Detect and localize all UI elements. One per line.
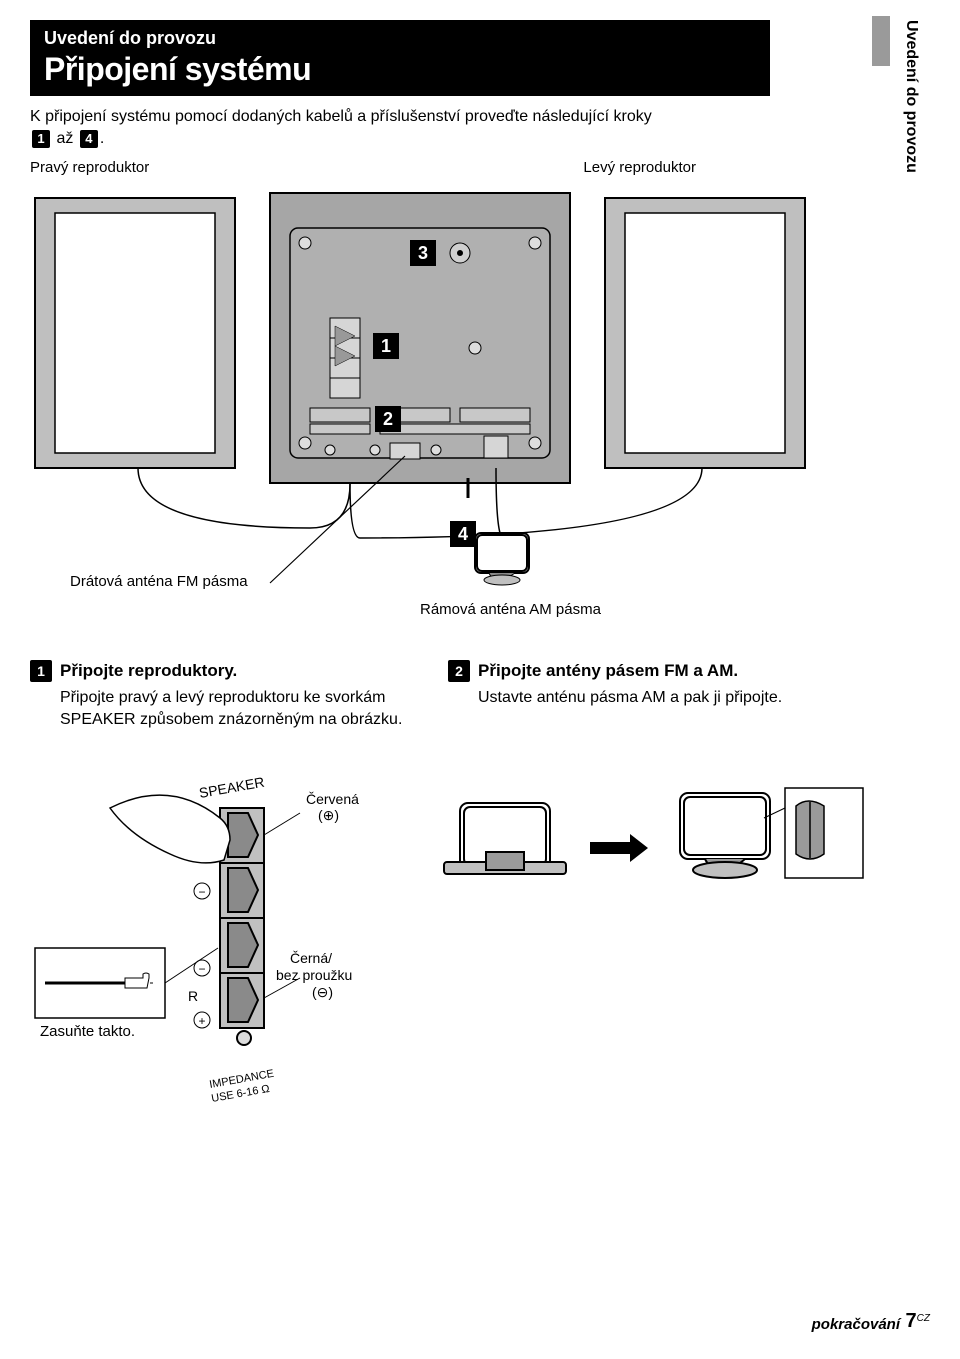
svg-text:4: 4 <box>458 524 468 544</box>
continuation-label: pokračování <box>812 1316 900 1333</box>
section-main-title: Připojení systému <box>44 51 756 88</box>
right-speaker-label: Pravý reproduktor <box>30 159 149 176</box>
intro-to: až <box>56 130 73 147</box>
svg-text:R: R <box>188 988 198 1004</box>
page-suffix: CZ <box>917 1313 930 1324</box>
step-1-body: Připojte pravý a levý reproduktoru ke sv… <box>60 687 412 730</box>
page-number-value: 7 <box>906 1310 917 1332</box>
detail-illustrations: SPEAKER − − R + <box>30 758 850 1178</box>
intro-step-from: 1 <box>32 130 50 148</box>
svg-text:Zasuňte takto.: Zasuňte takto. <box>40 1023 135 1040</box>
step-2-body: Ustavte anténu pásma AM a pak ji připojt… <box>478 687 830 709</box>
step-1-num: 1 <box>30 660 52 682</box>
step-1: 1 Připojte reproduktory. Připojte pravý … <box>30 660 412 730</box>
intro-period: . <box>100 130 104 147</box>
svg-text:Drátová anténa FM pásma: Drátová anténa FM pásma <box>70 573 248 590</box>
page-number: 7CZ <box>906 1310 930 1333</box>
svg-text:bez proužku: bez proužku <box>276 967 352 983</box>
intro-line1: K připojení systému pomocí dodaných kabe… <box>30 108 652 125</box>
side-tab-marker <box>872 16 890 66</box>
step-1-title: Připojte reproduktory. <box>60 660 237 683</box>
steps-columns: 1 Připojte reproduktory. Připojte pravý … <box>30 660 830 730</box>
intro-text: K připojení systému pomocí dodaných kabe… <box>30 106 770 149</box>
svg-text:−: − <box>198 885 205 899</box>
speaker-labels-row: Pravý reproduktor Levý reproduktor <box>30 159 770 176</box>
intro-step-to: 4 <box>80 130 98 148</box>
step-2-title: Připojte antény pásem FM a AM. <box>478 660 738 683</box>
svg-text:SPEAKER: SPEAKER <box>198 774 266 801</box>
section-header: Uvedení do provozu Připojení systému <box>30 20 770 96</box>
section-small-title: Uvedení do provozu <box>44 28 756 49</box>
connection-diagram: 3 1 2 <box>30 188 830 638</box>
side-tab-label: Uvedení do provozu <box>902 20 920 173</box>
svg-text:Černá/: Černá/ <box>290 950 332 966</box>
step-2-num: 2 <box>448 660 470 682</box>
svg-text:1: 1 <box>381 336 391 356</box>
svg-text:2: 2 <box>383 409 393 429</box>
svg-text:Rámová anténa AM pásma: Rámová anténa AM pásma <box>420 601 602 618</box>
svg-text:+: + <box>198 1014 205 1028</box>
svg-text:−: − <box>198 962 205 976</box>
svg-text:3: 3 <box>418 243 428 263</box>
step-2: 2 Připojte antény pásem FM a AM. Ustavte… <box>448 660 830 730</box>
svg-text:(⊖): (⊖) <box>312 984 333 1000</box>
svg-text:(⊕): (⊕) <box>318 807 339 823</box>
svg-text:Červená: Červená <box>306 791 359 807</box>
left-speaker-label: Levý reproduktor <box>583 159 696 176</box>
